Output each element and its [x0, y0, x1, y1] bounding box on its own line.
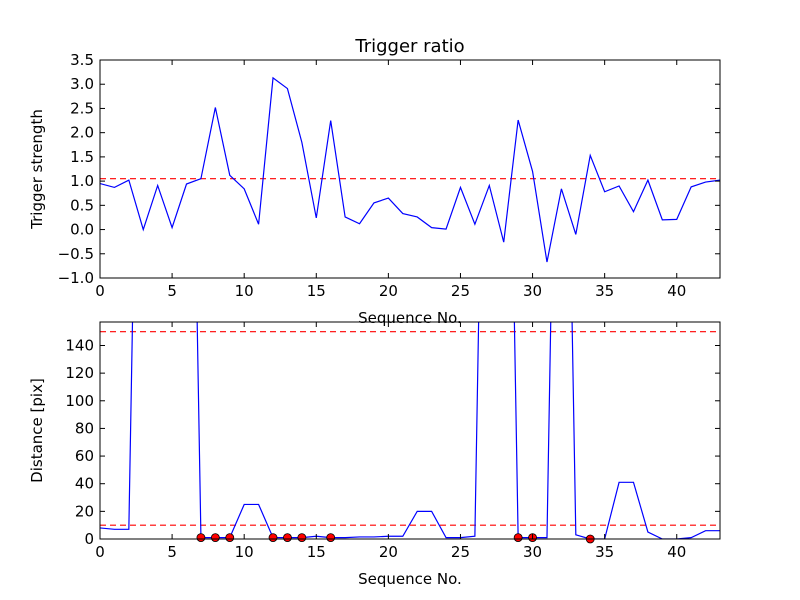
x-tick-label: 30	[523, 282, 542, 300]
x-tick-label: 15	[307, 543, 326, 561]
x-tick-label: 15	[307, 282, 326, 300]
x-axis-title: Sequence No.	[358, 309, 462, 327]
y-tick-label: 40	[75, 475, 94, 493]
x-tick-label: 35	[595, 543, 614, 561]
flag-marker	[210, 533, 220, 543]
flag-marker	[225, 533, 235, 543]
y-tick-label: 140	[65, 336, 94, 354]
x-tick-label: 40	[667, 282, 686, 300]
y-tick-label: 2.5	[70, 99, 94, 117]
y-tick-label: 3.0	[70, 75, 94, 93]
x-tick-label: 35	[595, 282, 614, 300]
x-tick-label: 30	[523, 543, 542, 561]
y-tick-label: −1.0	[58, 269, 94, 287]
x-tick-label: 40	[667, 543, 686, 561]
x-tick-label: 25	[451, 543, 470, 561]
x-tick-label: 0	[95, 282, 105, 300]
plot-frame	[99, 59, 721, 279]
data-line-0	[100, 322, 720, 539]
flag-marker	[513, 533, 523, 543]
data-line-0	[100, 76, 720, 263]
x-tick-label: 10	[235, 282, 254, 300]
x-axis-title: Sequence No.	[358, 570, 462, 588]
y-tick-label: 100	[65, 392, 94, 410]
x-tick-label: 5	[167, 282, 177, 300]
x-tick-label: 0	[95, 543, 105, 561]
bottom-panel: 0 5 10 15 20 25 30 35 40 0 20 40 60 80 100 120 140 Sequen…	[28, 321, 721, 588]
y-tick-label: 0	[84, 530, 94, 548]
plot-frame	[99, 321, 721, 540]
y-tick-label: 1.5	[70, 148, 94, 166]
y-axis-title: Distance [pix]	[28, 378, 46, 483]
x-tick-label: 5	[167, 543, 177, 561]
x-tick-label: 25	[451, 282, 470, 300]
flag-marker	[268, 533, 278, 543]
y-tick-label: 2.0	[70, 124, 94, 142]
y-tick-label: 20	[75, 502, 94, 520]
flag-marker	[297, 533, 307, 543]
top-panel: 0 5 10 15 20 25 30 35 40 −1.0 −0.5 0.0 0.5 1.0 1.5 2.0 2…	[28, 36, 721, 327]
x-tick-label: 20	[379, 282, 398, 300]
y-tick-label: 0.5	[70, 196, 94, 214]
y-tick-label: −0.5	[58, 245, 94, 263]
plot-area	[100, 322, 720, 539]
plot-area	[100, 76, 720, 263]
flag-marker	[326, 533, 336, 543]
x-tick-label: 20	[379, 543, 398, 561]
flag-marker	[283, 533, 292, 543]
y-tick-label: 1.0	[70, 172, 94, 190]
y-axis-title: Trigger strength	[28, 109, 46, 230]
y-tick-label: 3.5	[70, 51, 94, 69]
flag-marker	[196, 533, 206, 543]
y-tick-label: 80	[75, 419, 94, 437]
y-tick-label: 60	[75, 447, 94, 465]
x-tick-label: 10	[235, 543, 254, 561]
chart-title: Trigger ratio	[354, 36, 464, 57]
y-tick-label: 120	[65, 364, 94, 382]
y-tick-label: 0.0	[70, 221, 94, 239]
